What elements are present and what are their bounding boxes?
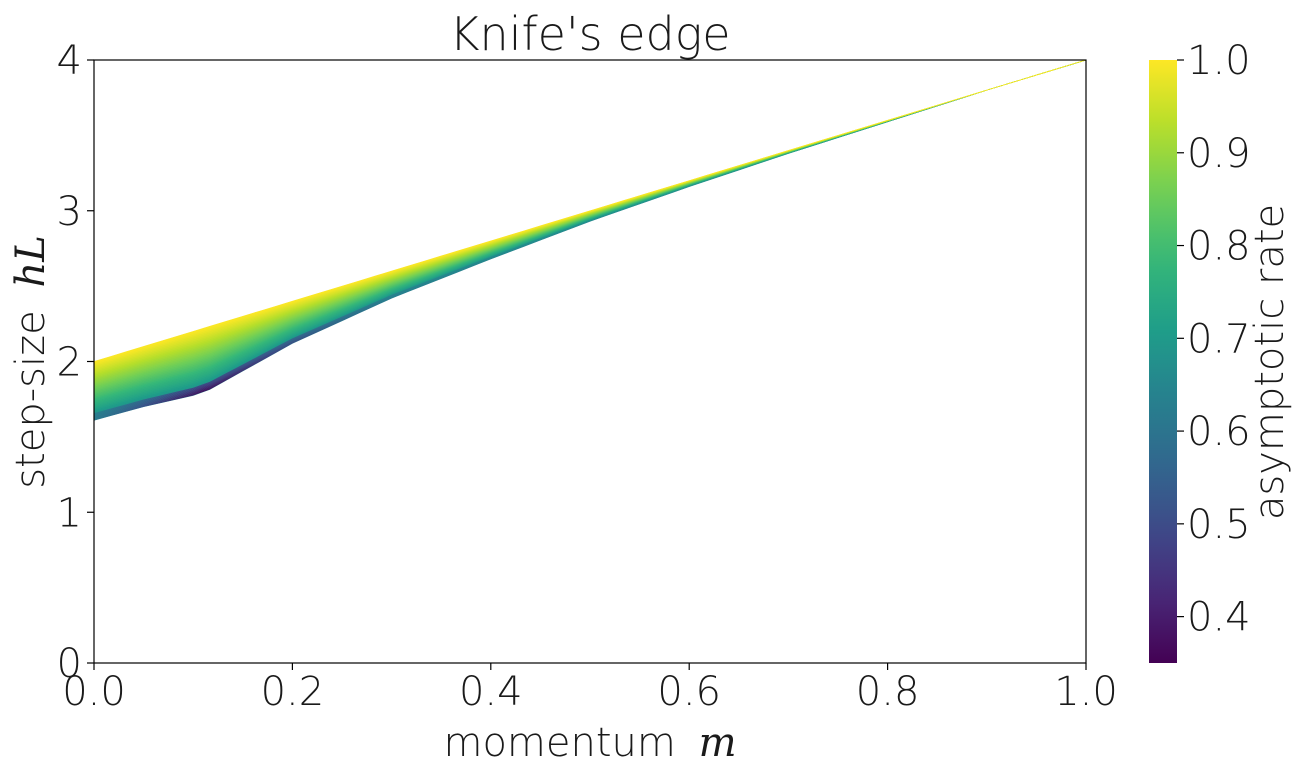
y-tick-label: 0 bbox=[57, 641, 82, 687]
x-tick-label: 0.8 bbox=[856, 669, 920, 715]
x-tick-label: 0.2 bbox=[261, 669, 325, 715]
y-tick-label: 3 bbox=[57, 189, 82, 235]
colorbar-tick-label: 0.4 bbox=[1187, 595, 1251, 641]
x-axis: 0.0 0.2 0.4 0.6 0.8 1.0 bbox=[62, 663, 1118, 715]
heatmap-band bbox=[93, 59, 1087, 364]
y-tick-label: 1 bbox=[57, 490, 82, 536]
x-axis-label-text: momentum bbox=[443, 720, 675, 766]
colorbar-label: asymptotic rate bbox=[1247, 204, 1293, 520]
y-axis-label: step-size hL bbox=[8, 235, 54, 489]
x-tick-label: 0.6 bbox=[657, 669, 721, 715]
colorbar bbox=[1149, 60, 1177, 663]
x-tick-label: 0.4 bbox=[459, 669, 523, 715]
x-axis-label-symbol: m bbox=[699, 720, 737, 766]
colorbar-tick-label: 0.5 bbox=[1187, 502, 1251, 548]
chart-title: Knife's edge bbox=[449, 7, 730, 61]
y-axis-label-symbol: hL bbox=[8, 235, 54, 287]
colorbar-ticks: 0.4 0.5 0.6 0.7 0.8 0.9 1.0 bbox=[1177, 38, 1251, 641]
x-tick-label: 0.0 bbox=[62, 669, 126, 715]
x-tick-label: 1.0 bbox=[1054, 669, 1118, 715]
colorbar-tick-label: 0.7 bbox=[1187, 316, 1251, 362]
y-axis-label-text: step-size bbox=[8, 310, 54, 489]
colorbar-tick-label: 0.6 bbox=[1187, 409, 1251, 455]
colorbar-tick-label: 1.0 bbox=[1187, 38, 1251, 84]
y-tick-label: 2 bbox=[57, 340, 82, 386]
colorbar-tick-label: 0.9 bbox=[1187, 131, 1251, 177]
heatmap-region bbox=[93, 59, 1087, 421]
low-rate-fringe bbox=[94, 60, 1086, 421]
y-tick-label: 4 bbox=[57, 38, 82, 84]
x-axis-label: momentum m bbox=[443, 720, 736, 766]
colorbar-tick-label: 0.8 bbox=[1187, 224, 1251, 270]
y-axis: 0 1 2 3 4 bbox=[57, 38, 94, 687]
